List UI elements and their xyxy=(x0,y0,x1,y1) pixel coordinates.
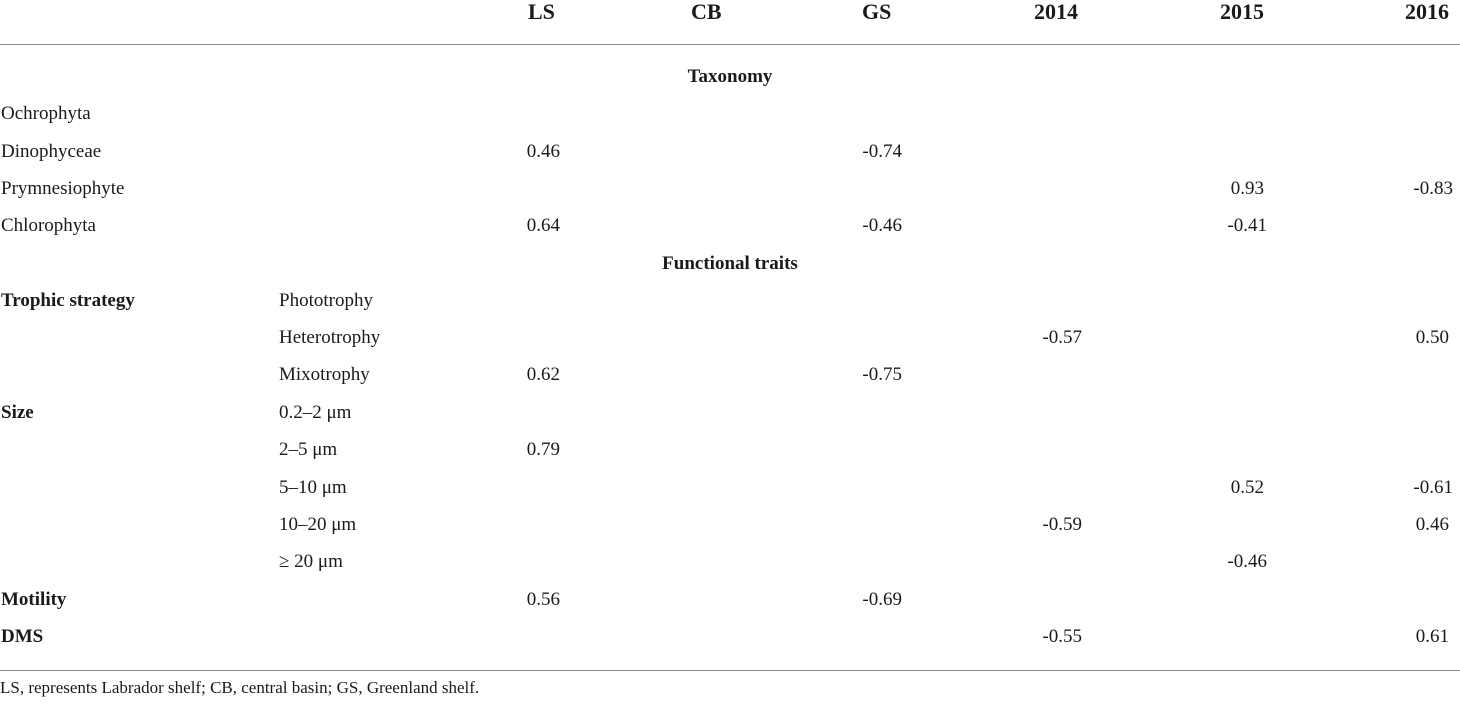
table-row: Motility 0.56 -0.69 xyxy=(0,582,1460,618)
cell-2014: -0.55 xyxy=(1042,626,1082,647)
table-row: 5–10 μm 0.52 -0.61 xyxy=(0,470,1460,506)
header-divider xyxy=(0,44,1460,45)
row-label: Prymnesiophyte xyxy=(1,178,125,199)
cell-2014: -0.57 xyxy=(1042,327,1082,348)
row-label: 0.2–2 μm xyxy=(279,402,352,423)
row-label: 5–10 μm xyxy=(279,477,347,498)
row-label: Heterotrophy xyxy=(279,327,381,348)
table-bottom-divider xyxy=(0,670,1460,671)
column-header-2015: 2015 xyxy=(1220,0,1264,24)
cell-2015: -0.46 xyxy=(1227,551,1267,572)
section-title-taxonomy: Taxonomy xyxy=(687,66,773,87)
cell-gs: -0.75 xyxy=(862,364,902,385)
cell-ls: 0.62 xyxy=(526,364,560,385)
cell-ls: 0.79 xyxy=(526,439,560,460)
row-label: Ochrophyta xyxy=(1,103,91,124)
row-group-label: Motility xyxy=(1,589,67,610)
table-row: DMS -0.55 0.61 xyxy=(0,619,1460,655)
cell-ls: 0.64 xyxy=(526,215,560,236)
table-row: Prymnesiophyte 0.93 -0.83 xyxy=(0,171,1460,207)
column-header-2016: 2016 xyxy=(1405,0,1449,24)
cell-gs: -0.69 xyxy=(862,589,902,610)
row-label: Chlorophyta xyxy=(1,215,96,236)
cell-2014: -0.59 xyxy=(1042,514,1082,535)
table-row: 2–5 μm 0.79 xyxy=(0,432,1460,468)
cell-2016: -0.61 xyxy=(1413,477,1453,498)
column-header-cb: CB xyxy=(691,0,722,24)
row-group-label: Trophic strategy xyxy=(1,290,135,311)
cell-gs: -0.74 xyxy=(862,141,902,162)
table-row: Trophic strategy Phototrophy xyxy=(0,283,1460,319)
row-label: ≥ 20 μm xyxy=(279,551,343,572)
row-label: Dinophyceae xyxy=(1,141,102,162)
column-header-2014: 2014 xyxy=(1034,0,1078,24)
row-group-label: Size xyxy=(1,402,34,423)
column-header-gs: GS xyxy=(862,0,892,24)
row-label: Phototrophy xyxy=(279,290,373,311)
cell-ls: 0.46 xyxy=(526,141,560,162)
section-title-functional-traits: Functional traits xyxy=(662,253,798,274)
table-row: Ochrophyta xyxy=(0,96,1460,132)
table-row: Chlorophyta 0.64 -0.46 -0.41 xyxy=(0,208,1460,244)
cell-2015: 0.52 xyxy=(1230,477,1264,498)
table-row: Dinophyceae 0.46 -0.74 xyxy=(0,134,1460,170)
column-header-ls: LS xyxy=(528,0,555,24)
table-footnote: LS, represents Labrador shelf; CB, centr… xyxy=(0,678,480,697)
row-group-label: DMS xyxy=(1,626,44,647)
cell-gs: -0.46 xyxy=(862,215,902,236)
cell-ls: 0.56 xyxy=(526,589,560,610)
table-row: ≥ 20 μm -0.46 xyxy=(0,544,1460,580)
table-header-row: LS CB GS 2014 2015 2016 xyxy=(0,0,1460,30)
row-label: 2–5 μm xyxy=(279,439,338,460)
cell-2015: 0.93 xyxy=(1230,178,1264,199)
table-row: Mixotrophy 0.62 -0.75 xyxy=(0,357,1460,393)
cell-2016: 0.61 xyxy=(1415,626,1449,647)
table-row: Heterotrophy -0.57 0.50 xyxy=(0,320,1460,356)
cell-2016: 0.46 xyxy=(1415,514,1449,535)
table-row: 10–20 μm -0.59 0.46 xyxy=(0,507,1460,543)
cell-2016: -0.83 xyxy=(1413,178,1453,199)
row-label: 10–20 μm xyxy=(279,514,357,535)
cell-2015: -0.41 xyxy=(1227,215,1267,236)
cell-2016: 0.50 xyxy=(1415,327,1449,348)
row-label: Mixotrophy xyxy=(279,364,370,385)
table-row: Size 0.2–2 μm xyxy=(0,395,1460,431)
